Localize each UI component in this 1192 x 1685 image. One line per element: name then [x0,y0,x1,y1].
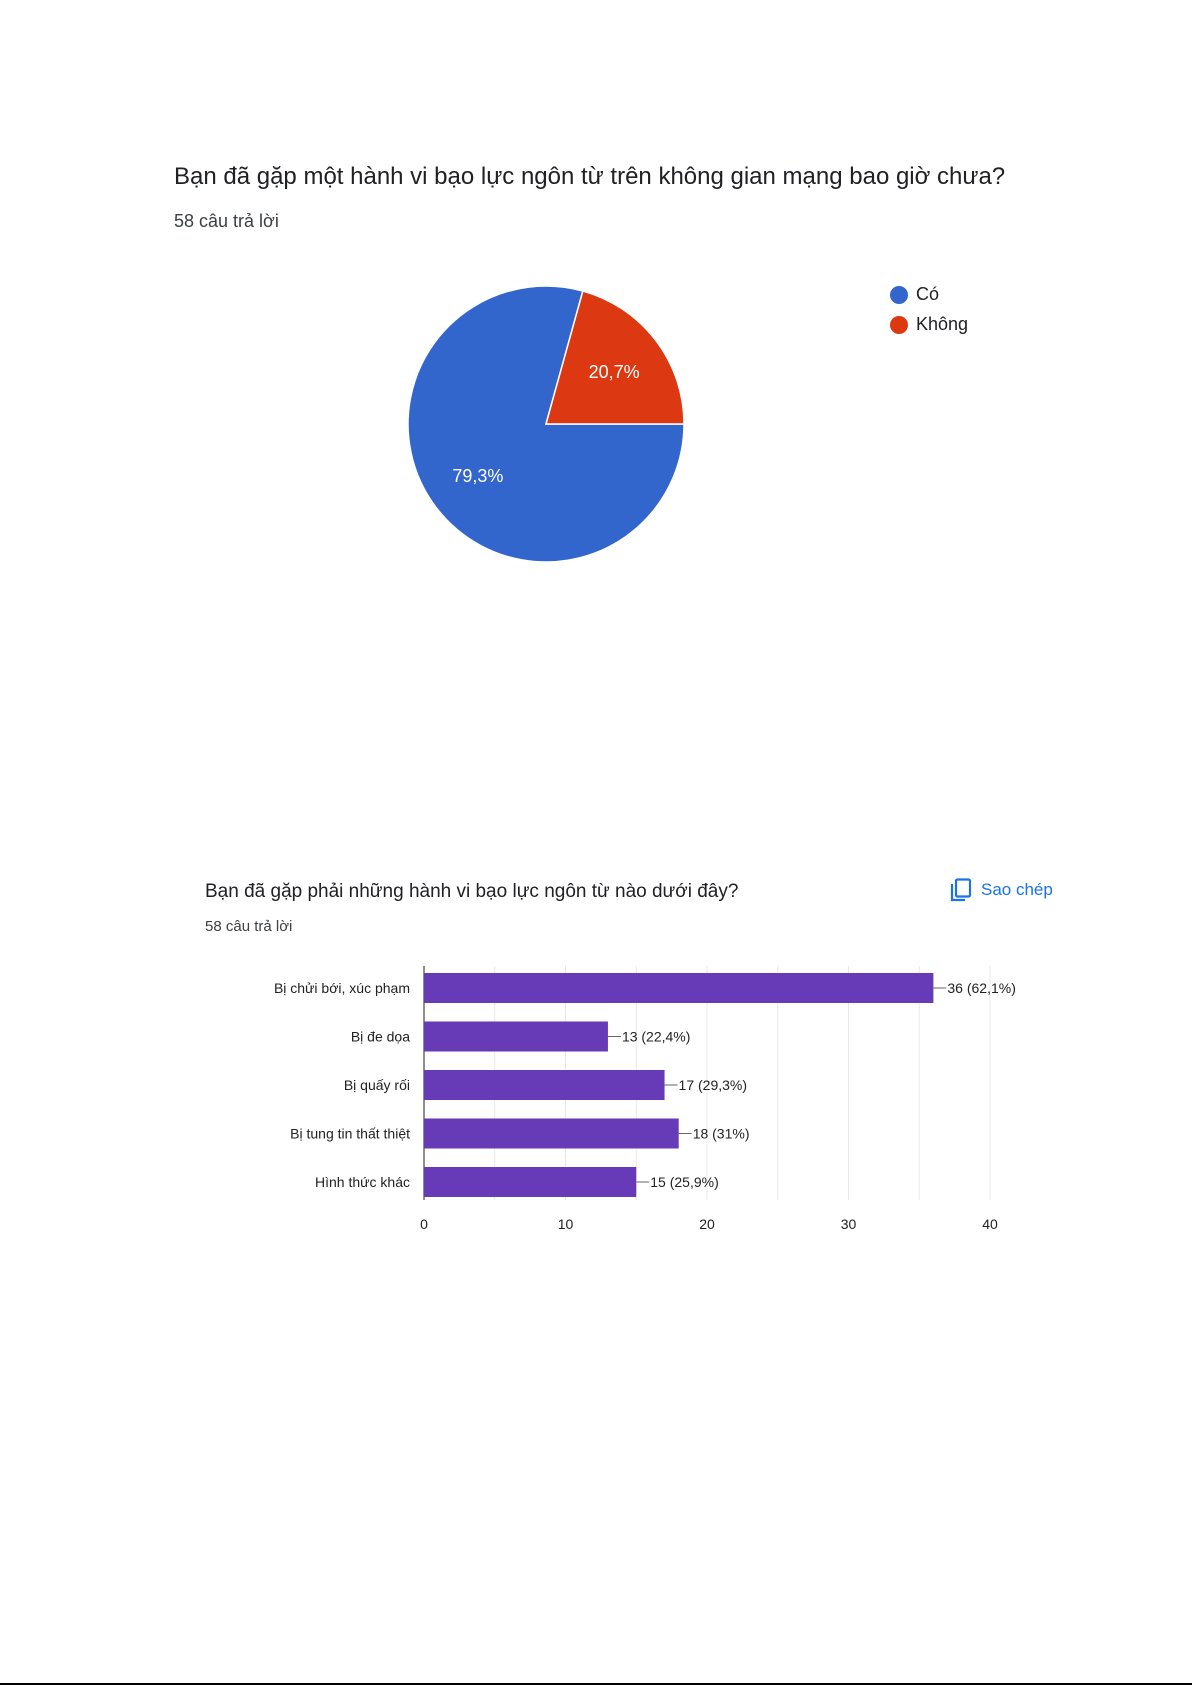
pie-slice-label-2: 20,7% [589,362,640,382]
legend-dot-1 [890,285,908,304]
bar-question-title: Bạn đã gặp phải những hành vi bạo lực ng… [205,881,739,902]
pie-response-count: 58 câu trả lời [174,211,279,231]
copy-button[interactable]: Sao chép [950,878,1053,902]
legend-dot-2 [890,315,908,334]
copy-button-label: Sao chép [981,880,1053,899]
legend-label-1: Có [916,284,940,304]
pie-slice-label-1: 79,3% [452,466,503,486]
pie-question-title: Bạn đã gặp một hành vi bạo lực ngôn từ t… [174,163,1006,190]
pie-slice-2 [545,290,685,425]
page-bottom-rule [0,1683,1192,1685]
pie-slice-1 [407,285,685,563]
pie-legend: Có Không [890,284,968,344]
legend-label-2: Không [916,314,969,334]
copy-icon [950,878,972,902]
bar-response-count: 58 câu trả lời [205,918,293,935]
legend-item-2: Không [890,314,968,335]
legend-item-1: Có [890,284,968,305]
